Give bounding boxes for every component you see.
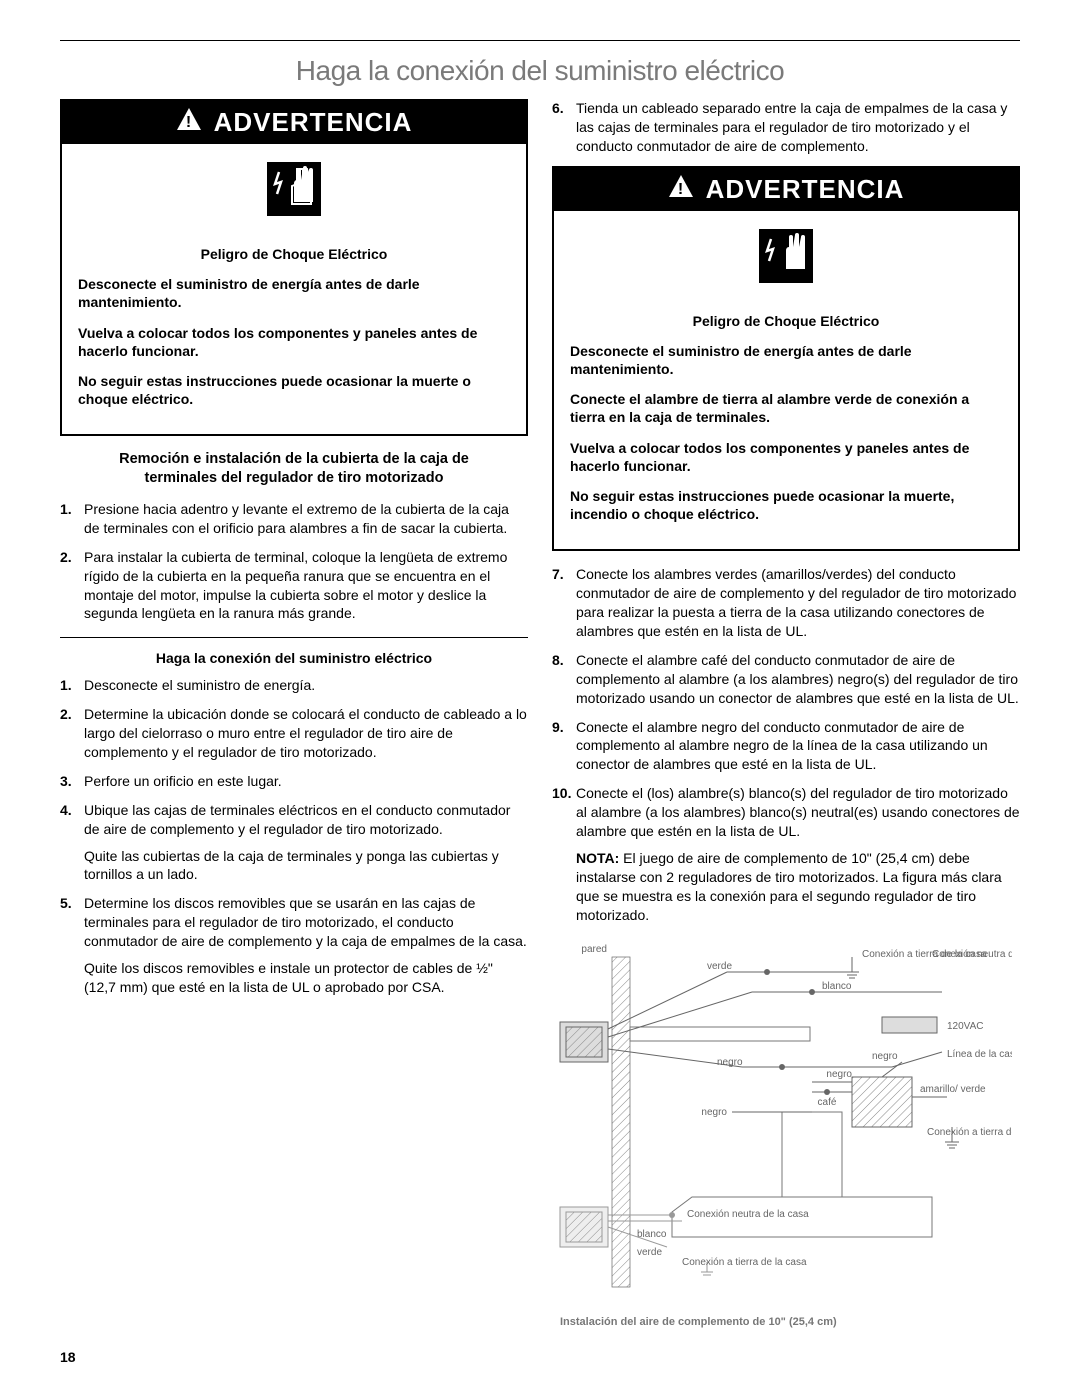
svg-text:café: café: [818, 1097, 837, 1108]
warning-body-1: Peligro de Choque Eléctrico Desconecte e…: [62, 235, 526, 434]
step-b5: Determine los discos removibles que se u…: [60, 894, 528, 996]
page-title: Haga la conexión del suministro eléctric…: [60, 55, 1020, 87]
warning2-p1: Desconecte el suministro de energía ante…: [570, 342, 1002, 378]
steps-list-d: Conecte los alambres verdes (amarillos/v…: [552, 565, 1020, 924]
step-d9: Conecte el alambre negro del conducto co…: [552, 718, 1020, 775]
svg-text:verde: verde: [707, 961, 732, 972]
warning2-p2: Conecte el alambre de tierra al alambre …: [570, 390, 1002, 426]
two-column-layout: ! ADVERTENCIA Peligro de Choque Eléctric…: [60, 99, 1020, 1329]
warning-box-2: ! ADVERTENCIA Peligro de Choque Eléctric…: [552, 166, 1020, 552]
step-b2: Determine la ubicación donde se colocará…: [60, 705, 528, 762]
steps-list-c: Tienda un cableado separado entre la caj…: [552, 99, 1020, 156]
wiring-diagram: pared 120VAC Conex: [552, 937, 1020, 1329]
svg-text:Conexión a tierra de la casa: Conexión a tierra de la casa: [682, 1257, 807, 1268]
svg-text:amarillo/ verde: amarillo/ verde: [920, 1084, 986, 1095]
svg-text:120VAC: 120VAC: [947, 1021, 984, 1032]
warning1-p3: No seguir estas instrucciones puede ocas…: [78, 372, 510, 408]
warning-triangle-icon: !: [668, 174, 694, 205]
svg-text:Línea de la casa: Línea de la casa: [947, 1049, 1012, 1060]
warning1-title: Peligro de Choque Eléctrico: [78, 245, 510, 263]
warning-triangle-icon: !: [176, 107, 202, 138]
svg-text:Conexión a tierra de la casa: Conexión a tierra de la casa: [927, 1127, 1012, 1138]
step-b1: Desconecte el suministro de energía.: [60, 676, 528, 695]
svg-text:verde: verde: [637, 1247, 662, 1258]
diagram-caption: Instalación del aire de complemento de 1…: [552, 1316, 1020, 1329]
steps-list-a: Presione hacia adentro y levante el extr…: [60, 500, 528, 623]
step-d7: Conecte los alambres verdes (amarillos/v…: [552, 565, 1020, 641]
svg-text:!: !: [677, 181, 683, 198]
warning-header-text: ADVERTENCIA: [214, 107, 413, 138]
shock-icon-2: [554, 211, 1018, 302]
warning-body-2: Peligro de Choque Eléctrico Desconecte e…: [554, 302, 1018, 550]
svg-text:negro: negro: [717, 1057, 743, 1068]
svg-text:negro: negro: [701, 1107, 727, 1118]
svg-text:Conexión neutra de la casa: Conexión neutra de la casa: [932, 949, 1012, 960]
warning1-p1: Desconecte el suministro de energía ante…: [78, 275, 510, 311]
page-number: 18: [60, 1349, 1020, 1365]
shock-icon-1: [62, 144, 526, 235]
separator: [60, 637, 528, 638]
svg-text:pared: pared: [581, 944, 607, 955]
step-c6: Tienda un cableado separado entre la caj…: [552, 99, 1020, 156]
svg-text:blanco: blanco: [822, 981, 852, 992]
section1-heading: Remoción e instalación de la cubierta de…: [100, 450, 488, 488]
warning-header-1: ! ADVERTENCIA: [62, 101, 526, 144]
warning-header-2: ! ADVERTENCIA: [554, 168, 1018, 211]
step-d10: Conecte el (los) alambre(s) blanco(s) de…: [552, 784, 1020, 924]
svg-text:!: !: [185, 114, 191, 131]
warning2-title: Peligro de Choque Eléctrico: [570, 312, 1002, 330]
warning2-p3: Vuelva a colocar todos los componentes y…: [570, 439, 1002, 475]
svg-text:negro: negro: [826, 1069, 852, 1080]
svg-text:Conexión neutra de la casa: Conexión neutra de la casa: [687, 1209, 809, 1220]
step-a2: Para instalar la cubierta de terminal, c…: [60, 548, 528, 624]
warning-header-text: ADVERTENCIA: [706, 174, 905, 205]
step-a1: Presione hacia adentro y levante el extr…: [60, 500, 528, 538]
step-b4: Ubique las cajas de terminales eléctrico…: [60, 801, 528, 885]
warning-box-1: ! ADVERTENCIA Peligro de Choque Eléctric…: [60, 99, 528, 436]
svg-text:negro: negro: [872, 1051, 898, 1062]
right-column: Tienda un cableado separado entre la caj…: [552, 99, 1020, 1329]
top-rule: [60, 40, 1020, 41]
left-column: ! ADVERTENCIA Peligro de Choque Eléctric…: [60, 99, 528, 1329]
section2-heading: Haga la conexión del suministro eléctric…: [60, 650, 528, 666]
warning2-p4: No seguir estas instrucciones puede ocas…: [570, 487, 1002, 523]
warning1-p2: Vuelva a colocar todos los componentes y…: [78, 324, 510, 360]
step-b3: Perfore un orificio en este lugar.: [60, 772, 528, 791]
step-d8: Conecte el alambre café del conducto con…: [552, 651, 1020, 708]
steps-list-b: Desconecte el suministro de energía. Det…: [60, 676, 528, 996]
